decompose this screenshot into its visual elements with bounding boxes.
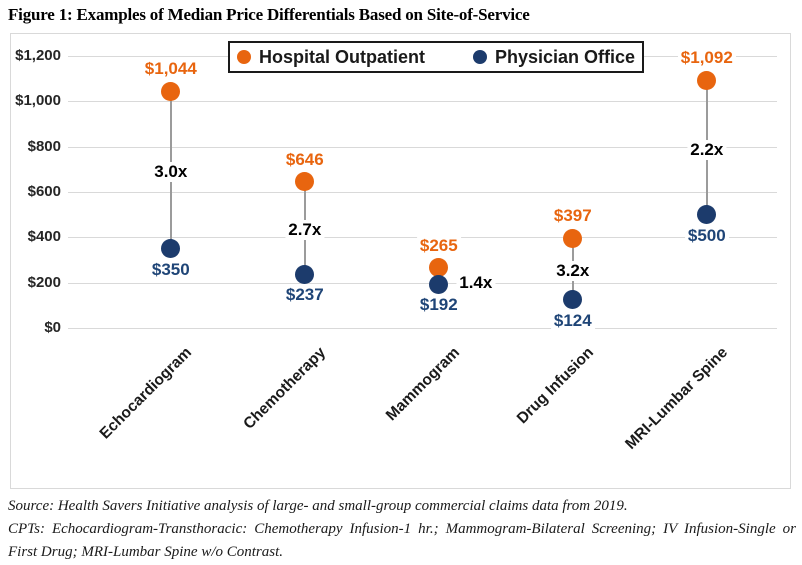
y-axis-tick-label: $0: [44, 319, 61, 336]
hospital-outpatient-dot: [563, 228, 583, 248]
physician-office-dot: [697, 205, 717, 225]
y-axis-tick-label: $200: [27, 273, 61, 291]
gridline: [68, 146, 777, 148]
physician-price-label: $192: [416, 295, 461, 316]
hospital-price-label: $646: [282, 149, 327, 170]
chart-plot-layer: $0 $200 $400 $600 $800 $1,000 $1,200 3.0x $1,044…: [11, 34, 790, 488]
x-axis-category-label: Chemotherapy: [240, 344, 329, 433]
x-axis-category-label: Echocardiogram: [96, 344, 195, 443]
hospital-price-label: $1,092: [677, 48, 736, 69]
x-axis-category-label: Mammogram: [382, 344, 463, 425]
legend-label-physician-office: Physician Office: [494, 46, 636, 67]
figure-title: Figure 1: Examples of Median Price Diffe…: [8, 5, 530, 24]
legend-item-hospital-outpatient: Hospital Outpatient: [236, 46, 425, 68]
hospital-outpatient-dot: [697, 70, 717, 90]
gridline: [68, 192, 777, 193]
legend-item-physician-office: Physician Office: [472, 46, 636, 68]
y-axis-tick-label: $800: [27, 137, 61, 155]
hospital-price-label: $397: [550, 206, 595, 226]
price-ratio-label: 3.2x: [553, 260, 593, 281]
chart-legend: Hospital Outpatient Physician Office: [228, 41, 644, 73]
physician-price-label: $237: [282, 285, 327, 306]
gridline: [68, 328, 777, 329]
hospital-outpatient-dot-icon: [236, 50, 251, 64]
physician-office-dot: [295, 264, 315, 284]
hospital-outpatient-dot: [295, 172, 315, 192]
hospital-outpatient-dot: [161, 81, 181, 101]
hospital-price-label: $1,044: [141, 59, 200, 80]
price-ratio-label: 1.4x: [456, 273, 496, 294]
physician-office-dot-icon: [472, 50, 487, 64]
y-axis-tick-label: $1,200: [15, 47, 61, 64]
price-ratio-label: 3.0x: [151, 162, 191, 182]
source-note: Source: Health Savers Initiative analysi…: [8, 498, 628, 514]
gridline: [68, 282, 777, 284]
legend-label-hospital-outpatient: Hospital Outpatient: [258, 46, 425, 67]
price-ratio-label: 2.7x: [285, 219, 325, 240]
price-ratio-label: 2.2x: [687, 139, 727, 160]
y-axis-tick-label: $400: [27, 228, 61, 246]
x-axis-category-label: Drug Infusion: [513, 344, 597, 428]
x-axis-category-label: MRI-Lumbar Spine: [621, 344, 731, 453]
physician-price-label: $500: [684, 225, 729, 246]
physician-office-dot: [429, 274, 449, 294]
y-axis-tick-label: $1,000: [15, 92, 61, 110]
hospital-outpatient-dot: [429, 258, 449, 278]
physician-price-label: $124: [550, 310, 595, 331]
figure-footnotes: Source: Health Savers Initiative analysi…: [8, 495, 796, 564]
y-axis-tick-label: $600: [27, 183, 61, 200]
chart-area: $0 $200 $400 $600 $800 $1,000 $1,200 3.0x $1,044…: [10, 33, 791, 489]
cpt-note: CPTs: Echocardiogram-Transthoracic: Chem…: [8, 521, 796, 560]
physician-office-dot: [161, 239, 181, 259]
physician-office-dot: [563, 290, 583, 310]
hospital-price-label: $265: [416, 235, 461, 256]
gridline: [68, 101, 777, 103]
physician-price-label: $350: [148, 259, 193, 280]
